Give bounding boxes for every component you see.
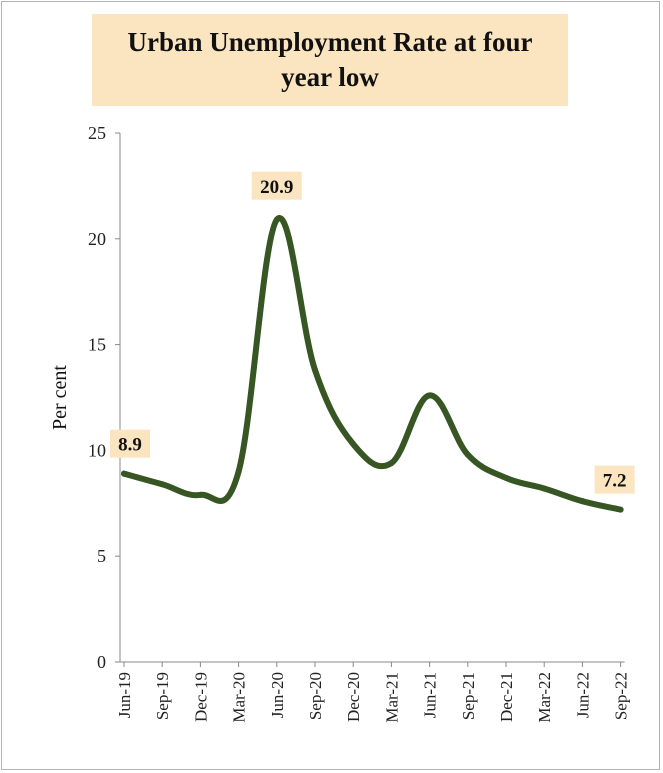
data-label-bg	[251, 171, 302, 200]
x-tick-label: Jun-19	[115, 672, 134, 718]
data-point	[312, 366, 318, 373]
x-tick-label: Dec-19	[191, 672, 210, 722]
y-tick-label: 0	[97, 652, 106, 672]
data-point	[159, 481, 166, 488]
y-axis-title: Per cent	[49, 365, 71, 430]
x-tick-label: Sep-20	[306, 672, 325, 720]
data-label-bg	[594, 465, 635, 494]
data-point	[426, 392, 433, 399]
data-point	[579, 498, 586, 505]
y-tick-label: 25	[88, 123, 106, 143]
x-tick-label: Sep-21	[459, 672, 478, 720]
data-point	[197, 491, 204, 498]
y-tick-label: 15	[88, 335, 106, 355]
y-tick-label: 10	[88, 440, 106, 460]
y-tick-label: 5	[97, 546, 106, 566]
x-tick-label: Mar-21	[382, 672, 401, 723]
series-line	[121, 214, 624, 513]
data-label-bg	[110, 429, 150, 458]
data-point	[388, 460, 395, 467]
data-point	[350, 441, 357, 448]
x-tick-label: Sep-19	[153, 672, 172, 720]
x-tick-label: Mar-20	[230, 672, 249, 723]
chart-title: Urban Unemployment Rate at four year low	[127, 27, 533, 92]
data-label: 20.9	[260, 177, 293, 198]
data-label: 7.2	[603, 471, 627, 492]
data-point	[503, 474, 509, 481]
x-tick-label: Jun-21	[421, 672, 440, 718]
data-point	[617, 506, 624, 513]
data-point	[464, 451, 471, 458]
x-tick-label: Jun-22	[573, 672, 592, 718]
data-point	[273, 216, 280, 223]
y-tick-label: 20	[88, 229, 106, 249]
x-tick-label: Sep-22	[612, 672, 631, 720]
data-label: 8.9	[118, 435, 142, 456]
data-point	[235, 468, 242, 475]
data-point	[541, 485, 548, 492]
data-point	[121, 470, 127, 477]
x-tick-label: Dec-20	[344, 672, 363, 722]
x-tick-label: Mar-22	[535, 672, 554, 723]
x-tick-label: Dec-21	[497, 672, 516, 722]
x-tick-label: Jun-20	[268, 672, 287, 718]
chart-title-box: Urban Unemployment Rate at four year low	[92, 14, 568, 106]
